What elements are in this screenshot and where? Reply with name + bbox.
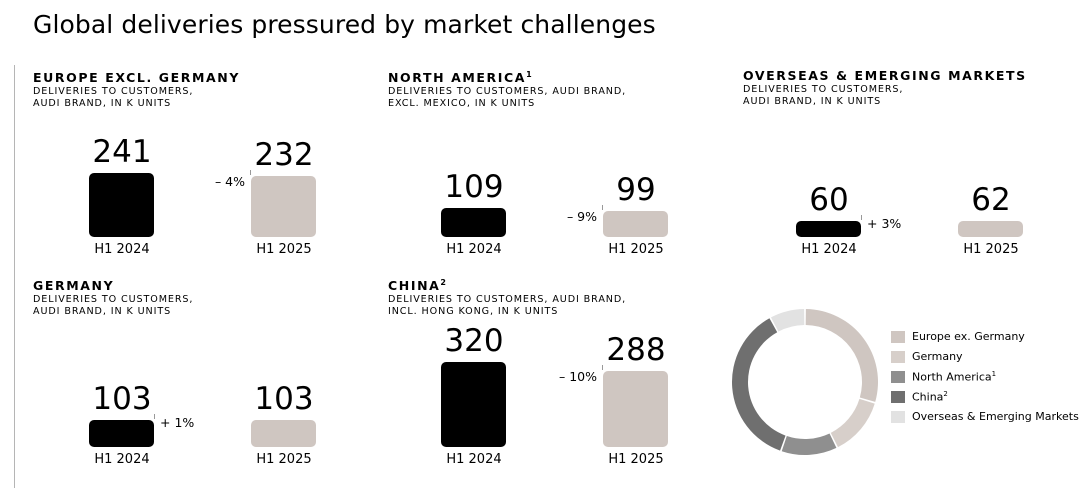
bar-h1-2025	[603, 211, 668, 237]
donut-slice-germany	[830, 398, 875, 448]
category-label: H1 2024	[446, 242, 502, 257]
category-label: H1 2025	[608, 242, 664, 257]
bar-h1-2024	[89, 420, 154, 447]
donut-slice-north-america	[781, 433, 837, 455]
panel-germany: GERMANY DELIVERIES TO CUSTOMERS, AUDI BR…	[33, 278, 363, 488]
change-label: – 9%	[566, 209, 597, 224]
change-tick	[602, 205, 603, 210]
legend-label: Europe ex. Germany	[912, 330, 1025, 343]
panel-subtitle: DELIVERIES TO CUSTOMERS, AUDI BRAND, IN …	[33, 294, 194, 317]
value-label: 232	[254, 137, 314, 173]
change-tick	[250, 170, 251, 175]
legend-swatch	[891, 391, 905, 403]
bar-h1-2025	[251, 420, 316, 447]
value-label: 288	[606, 332, 666, 368]
page-title: Global deliveries pressured by market ch…	[33, 10, 656, 39]
panel-china: CHINA2 DELIVERIES TO CUSTOMERS, AUDI BRA…	[388, 278, 718, 488]
bar-h1-2025	[958, 221, 1023, 237]
category-label: H1 2025	[256, 452, 312, 467]
donut-slice-china	[732, 318, 786, 451]
change-tick	[154, 414, 155, 419]
category-label: H1 2024	[94, 452, 150, 467]
bar-h1-2025	[603, 371, 668, 447]
value-label: 109	[444, 169, 504, 205]
value-label: 62	[971, 182, 1011, 218]
donut-slice-overseas-emerging-markets	[770, 309, 805, 332]
legend-swatch	[891, 411, 905, 423]
bar-h1-2024	[441, 208, 506, 237]
category-label: H1 2024	[94, 242, 150, 257]
panel-subtitle: DELIVERIES TO CUSTOMERS, AUDI BRAND, IN …	[33, 86, 194, 109]
value-label: 241	[92, 134, 152, 170]
legend-label: North America1	[912, 370, 997, 384]
change-label: + 1%	[160, 415, 195, 430]
donut-slice-europe-ex-germany	[805, 309, 878, 402]
donut-chart	[732, 309, 878, 455]
panel-subtitle: DELIVERIES TO CUSTOMERS, AUDI BRAND, IN …	[743, 84, 904, 107]
category-label: H1 2024	[801, 242, 857, 257]
change-tick	[861, 215, 862, 220]
legend-swatch	[891, 331, 905, 343]
value-label: 320	[444, 323, 504, 359]
category-label: H1 2025	[963, 242, 1019, 257]
category-label: H1 2025	[256, 242, 312, 257]
bar-h1-2024	[89, 173, 154, 237]
panel-title: EUROPE EXCL. GERMANY	[33, 70, 241, 85]
divider-line	[14, 65, 15, 488]
change-label: – 10%	[558, 369, 597, 384]
change-label: + 3%	[867, 216, 902, 231]
panel-overseas: OVERSEAS & EMERGING MARKETS DELIVERIES T…	[743, 68, 1073, 278]
value-label: 60	[809, 182, 849, 218]
value-label: 103	[92, 381, 152, 417]
category-label: H1 2025	[608, 452, 664, 467]
panel-subtitle: DELIVERIES TO CUSTOMERS, AUDI BRAND, INC…	[388, 294, 627, 317]
panel-title: NORTH AMERICA1	[388, 70, 532, 86]
panel-europe: EUROPE EXCL. GERMANY DELIVERIES TO CUSTO…	[33, 70, 363, 280]
bar-h1-2025	[251, 176, 316, 237]
panel-subtitle: DELIVERIES TO CUSTOMERS, AUDI BRAND, EXC…	[388, 86, 627, 109]
panel-title: CHINA2	[388, 278, 446, 294]
legend-swatch	[891, 371, 905, 383]
panel-title: GERMANY	[33, 278, 115, 293]
panel-north-america: NORTH AMERICA1 DELIVERIES TO CUSTOMERS, …	[388, 70, 718, 280]
value-label: 103	[254, 381, 314, 417]
bar-h1-2024	[441, 362, 506, 447]
panel-title: OVERSEAS & EMERGING MARKETS	[743, 68, 1027, 83]
value-label: 99	[616, 172, 656, 208]
bar-h1-2024	[796, 221, 861, 237]
legend-label: Overseas & Emerging Markets	[912, 410, 1079, 423]
legend-label: Germany	[912, 350, 963, 363]
change-label: – 4%	[214, 174, 245, 189]
change-tick	[602, 365, 603, 370]
legend-swatch	[891, 351, 905, 363]
category-label: H1 2024	[446, 452, 502, 467]
legend-label: China2	[912, 390, 948, 404]
